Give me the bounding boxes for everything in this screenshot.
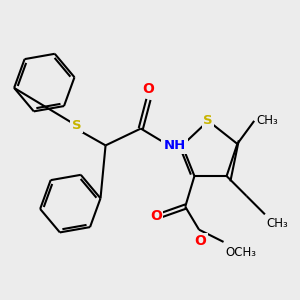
Text: O: O: [195, 234, 206, 248]
Text: O: O: [142, 82, 154, 96]
Text: OCH₃: OCH₃: [225, 246, 256, 259]
Text: S: S: [72, 119, 81, 132]
Text: S: S: [203, 114, 213, 128]
Text: NH: NH: [164, 139, 186, 152]
Text: CH₃: CH₃: [266, 218, 288, 230]
Text: CH₃: CH₃: [256, 114, 278, 128]
Text: O: O: [150, 209, 162, 223]
